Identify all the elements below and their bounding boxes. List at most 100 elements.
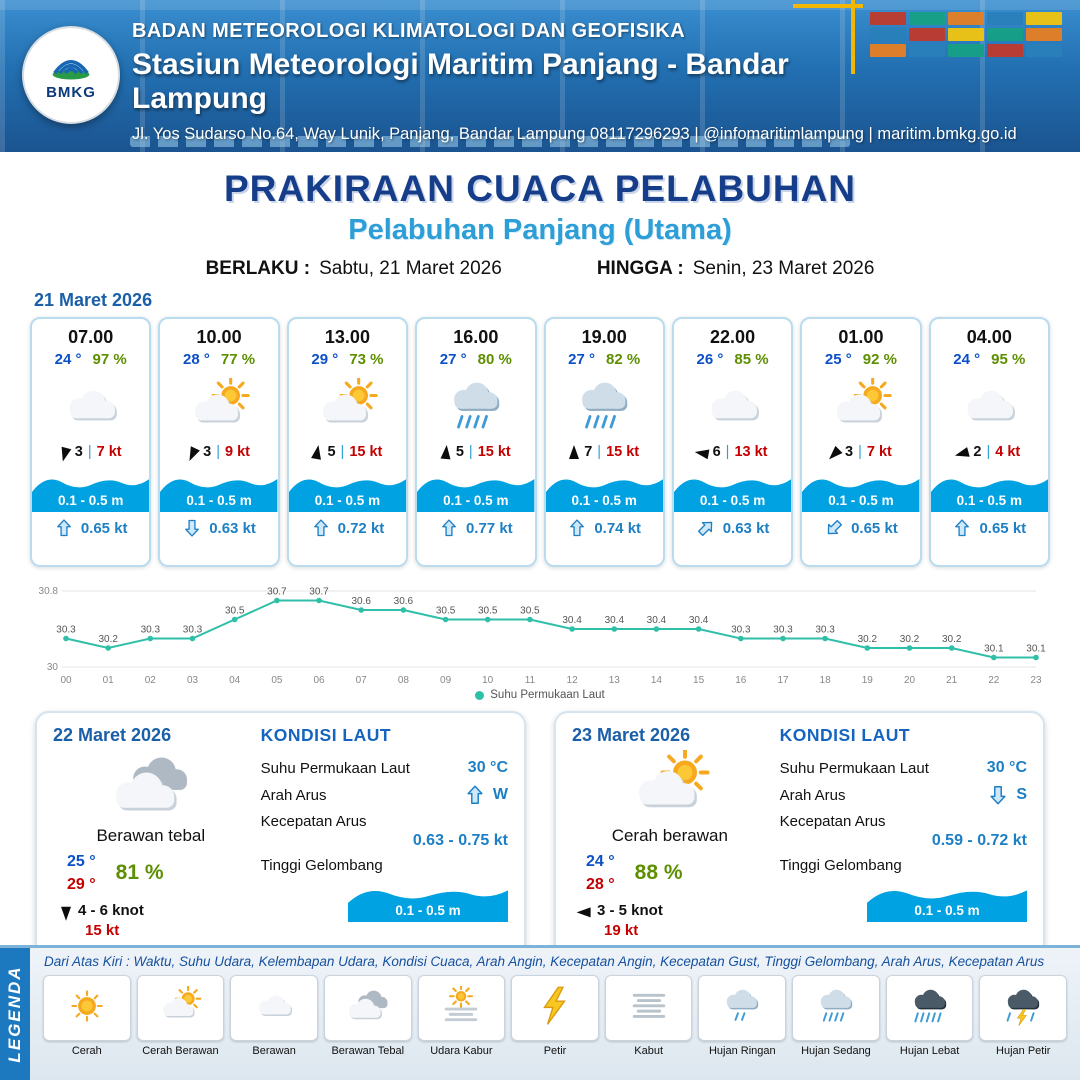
daily-weather-summary: 23 Maret 2026 Cerah berawan 24 ° 28 ° 88… [572,725,768,953]
wave-height: 0.1 - 0.5 m [571,493,637,508]
temp-humidity-row: 27 ° 80 % [440,351,512,368]
agency-name: BADAN METEOROLOGI KLIMATOLOGI DAN GEOFIS… [132,20,686,42]
current-speed-label: Kecepatan Arus [779,813,886,830]
wind-value: 3 [203,444,212,460]
svg-text:30.8: 30.8 [39,586,59,597]
current-row: 0.65 kt [952,518,1026,538]
current-speed: 0.65 kt [851,519,898,537]
wind-speed: 15 kt [477,444,511,460]
wave-height-band: 0.1 - 0.5 m [32,466,150,512]
wind-direction-icon [185,446,201,464]
valid-until-value: Senin, 23 Maret 2026 [692,258,875,279]
current-row: 0.77 kt [439,518,513,538]
air-temperature: 24 ° [54,351,82,368]
forecast-date-label: 21 Maret 2026 [34,290,153,310]
wave-shape [417,479,535,512]
svg-text:05: 05 [271,675,283,686]
current-speed: 0.63 kt [722,519,770,537]
humidity: 97 % [92,351,127,368]
svg-text:14: 14 [651,675,663,686]
current-speed-value: 0.63 - 0.75 kt [412,832,508,849]
wind-row: 3 | 7 kt [57,444,122,463]
current-row: 0.72 kt [311,518,384,538]
page-title: PRAKIRAAN CUACA PELABUHAN [223,168,857,209]
svg-text:23: 23 [1030,675,1042,686]
legend-item-label: Hujan Sedang [801,1045,871,1057]
current-speed: 0.65 kt [80,519,128,537]
wave-height-band: 0.1 - 0.5 m [802,466,920,512]
temp-humidity-row: 29 ° 73 % [311,351,383,368]
separator: | [87,444,92,460]
svg-text:30.4: 30.4 [605,615,625,626]
sea-conditions-title: KONDISI LAUT [779,725,911,745]
humidity: 82 % [606,351,641,368]
valid-until-label: HINGGA : [596,258,684,279]
svg-text:01: 01 [103,675,115,686]
legend-items: Cerah Cerah Berawan Berawan Berawan Teba… [43,975,1068,1057]
hourly-forecast-card: 16.00 27 ° 80 % 5 | 15 kt 0.1 - 0.5 m [415,317,537,567]
title-block: PRAKIRAAN CUACA PELABUHAN Pelabuhan Panj… [0,152,1080,280]
humidity: 77 % [220,351,256,368]
svg-text:09: 09 [440,675,452,686]
current-row: 0.65 kt [824,518,898,538]
svg-text:30.3: 30.3 [183,625,203,636]
current-direction-row: Arah Arus S [780,784,1027,806]
forecast-time: 16.00 [453,327,499,347]
validity-row: BERLAKU : Sabtu, 21 Maret 2026 HINGGA : Se… [0,258,1080,280]
wave-height: 0.1 - 0.5 m [956,493,1022,508]
window-frame-decor [0,0,1080,152]
wave-height-row: Tinggi Gelombang 0.1 - 0.5 m [780,857,1027,922]
legend-icon-box [792,975,880,1041]
legend-item: Petir [511,975,599,1057]
current-row: 0.65 kt [54,518,128,538]
svg-text:08: 08 [398,675,410,686]
svg-text:04: 04 [229,675,241,686]
svg-text:06: 06 [313,675,325,686]
bmkg-logo-text: BMKG [46,84,96,101]
svg-text:30.3: 30.3 [141,625,161,636]
wave-shape [673,479,792,512]
forecast-time: 13.00 [324,327,370,347]
current-direction-row: Arah Arus W [261,784,508,806]
weather-condition: Cerah berawan [611,826,728,845]
forecast-time: 07.00 [68,327,114,347]
legend-main: Dari Atas Kiri : Waktu, Suhu Udara, Kele… [30,948,1080,1080]
chart-legend-label: Suhu Permukaan Laut [490,689,605,701]
wind-range: 4 - 6 knot [78,902,144,920]
legend-item: Cerah [43,975,131,1057]
station-address: Jl. Yos Sudarso No.64, Way Lunik, Panjan… [132,125,1017,143]
wave-shape [930,479,1048,512]
legend-icon-box [230,975,318,1041]
current-speed-value: 0.59 - 0.72 kt [931,832,1027,849]
wave-shape [802,479,920,512]
hourly-forecast-card: 01.00 25 ° 92 % 3 | 7 kt 0.1 - 0.5 m [800,317,922,567]
wind-row: 6 | 13 kt [693,444,768,460]
current-direction-icon [56,519,71,537]
forecast-time: 22.00 [710,327,756,347]
daily-forecast-card: 23 Maret 2026 Cerah berawan 24 ° 28 ° 88… [554,711,1045,967]
hourly-forecast-card: 10.00 28 ° 77 % 3 | 9 kt 0.1 - 0.5 m [158,317,280,567]
current-direction-icon [955,519,970,537]
legend-item-label: Hujan Ringan [708,1045,776,1057]
min-temperature: 25 ° [67,853,96,870]
humidity: 73 % [349,351,384,368]
wind-row: 5 | 15 kt [311,444,383,460]
svg-text:30.2: 30.2 [98,634,118,645]
wave-height-band: 0.1 - 0.5 m [288,466,407,512]
current-speed: 0.65 kt [979,519,1027,537]
separator: | [725,444,730,460]
humidity: 95 % [991,351,1026,368]
wind-direction-icon [693,447,709,460]
bmkg-logo-icon [52,60,90,80]
sst-label: Suhu Permukaan Laut [260,759,410,777]
current-speed: 0.77 kt [465,519,513,537]
legend-icon-box [979,975,1068,1041]
svg-text:30.5: 30.5 [520,606,540,617]
wave-height: 0.1 - 0.5 m [699,493,766,508]
sea-conditions: KONDISI LAUT Suhu Permukaan Laut 30 °C A… [261,725,508,953]
wind-speed: 15 kt [606,444,640,460]
legend-section: LEGENDA Dari Atas Kiri : Waktu, Suhu Uda… [0,945,1080,1080]
wind-speed: 15 kt [349,444,383,460]
wave-shape [348,890,508,922]
legend-item-label: Kabut [634,1045,664,1057]
